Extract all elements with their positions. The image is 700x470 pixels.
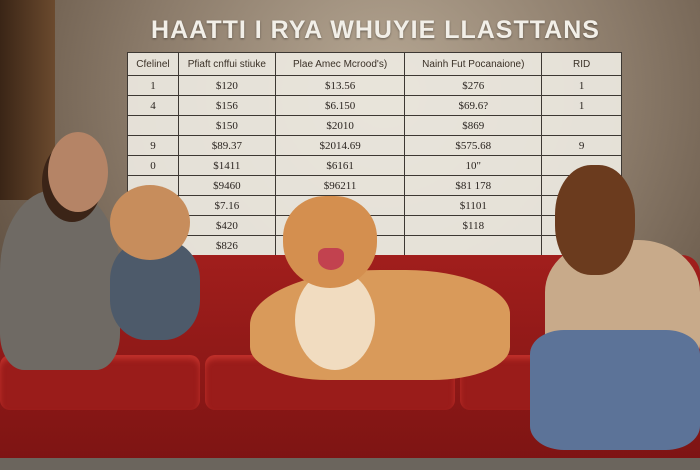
table-cell: $13.56 [274,75,406,96]
dog-head [283,196,377,288]
table-cell: $96211 [274,175,406,196]
table-row: 4 $156 $6.150 $69.6? 1 [127,95,622,116]
table-cell: 9 [127,135,179,156]
table-cell: $120 [177,75,276,96]
table-cell: $150 [177,115,276,136]
child-head [110,185,190,260]
table-cell: 1 [127,75,179,96]
column-header: Nainh Fut Pocanaione) [404,52,543,76]
table-cell: 0 [127,155,179,176]
table-cell: $869 [404,115,543,136]
table-cell: 4 [127,95,179,116]
golden-retriever-dog [250,270,510,380]
table-row: $9460 $96211 $81 178 [127,175,622,196]
table-cell: 9 [541,135,622,156]
man [0,190,120,370]
table-cell [127,115,179,136]
dog-mouth [318,248,344,270]
table-cell [404,235,543,256]
table-cell: $2010 [274,115,406,136]
table-cell: $2014.69 [274,135,406,156]
table-cell: 1 [541,75,622,96]
column-header: RID [541,52,622,76]
table-cell: $89.37 [177,135,276,156]
table-cell: $9460 [177,175,276,196]
table-cell [541,115,622,136]
column-header: Cfelinel [127,52,179,76]
table-row: $150 $2010 $869 [127,115,622,136]
table-cell: $276 [404,75,543,96]
table-cell: $1411 [177,155,276,176]
table-row: $7.16 $1101 [127,195,622,216]
table-cell: $6.150 [274,95,406,116]
man-head [48,132,108,212]
table-row: 9 $89.37 $2014.69 $575.68 9 [127,135,622,156]
column-header: Plae Amec Mcrood's) [274,52,406,76]
floor-rug [0,458,700,470]
table-cell: $156 [177,95,276,116]
table-cell: $575.68 [404,135,543,156]
table-cell: $7.16 [177,195,276,216]
table-cell: 1 [541,95,622,116]
table-cell: $1101 [404,195,543,216]
table-cell: $69.6? [404,95,543,116]
table-cell: $826 [177,235,276,256]
column-header: Pfiaft cnffui stiuke [177,52,276,76]
table-cell: $81 178 [404,175,543,196]
table-row: 1 $120 $13.56 $276 1 [127,75,622,96]
bookshelf [0,0,55,200]
woman-head [555,165,635,275]
woman-jeans [530,330,700,450]
table-cell: $6161 [274,155,406,176]
table-title: HAATTI I RYA WHUYIE LLASTTANS [151,16,600,44]
table-cell: $420 [177,215,276,236]
table-cell: $118 [404,215,543,236]
table-row: 0 $1411 $6161 10" [127,155,622,176]
table-cell: 10" [404,155,543,176]
